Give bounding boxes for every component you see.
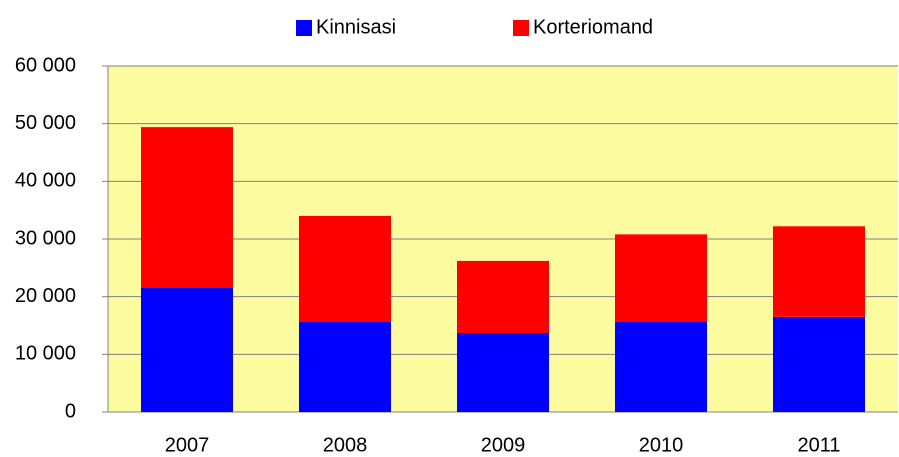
- bar: [773, 226, 865, 317]
- bar: [773, 316, 865, 412]
- legend-label: Kinnisasi: [316, 16, 396, 38]
- x-tick-label: 2007: [165, 434, 210, 456]
- y-tick-label: 30 000: [15, 227, 76, 249]
- x-tick-label: 2010: [639, 434, 684, 456]
- bar: [141, 288, 233, 412]
- bar: [299, 215, 391, 323]
- y-tick-label: 0: [65, 400, 76, 422]
- y-tick-label: 50 000: [15, 112, 76, 134]
- legend-swatch: [513, 20, 529, 36]
- y-tick-label: 10 000: [15, 343, 76, 365]
- bar: [457, 332, 549, 412]
- x-tick-label: 2009: [481, 434, 526, 456]
- x-tick-label: 2008: [323, 434, 368, 456]
- y-tick-label: 60 000: [15, 54, 76, 76]
- legend-swatch: [296, 20, 312, 36]
- bar: [457, 260, 549, 333]
- bar: [141, 127, 233, 289]
- x-tick-label: 2011: [797, 434, 840, 456]
- y-tick-label: 20 000: [15, 285, 76, 307]
- legend-label: Korteriomand: [533, 16, 653, 38]
- bar: [615, 322, 707, 412]
- y-tick-label: 40 000: [15, 170, 76, 192]
- bar: [615, 234, 707, 323]
- bar: [299, 322, 391, 412]
